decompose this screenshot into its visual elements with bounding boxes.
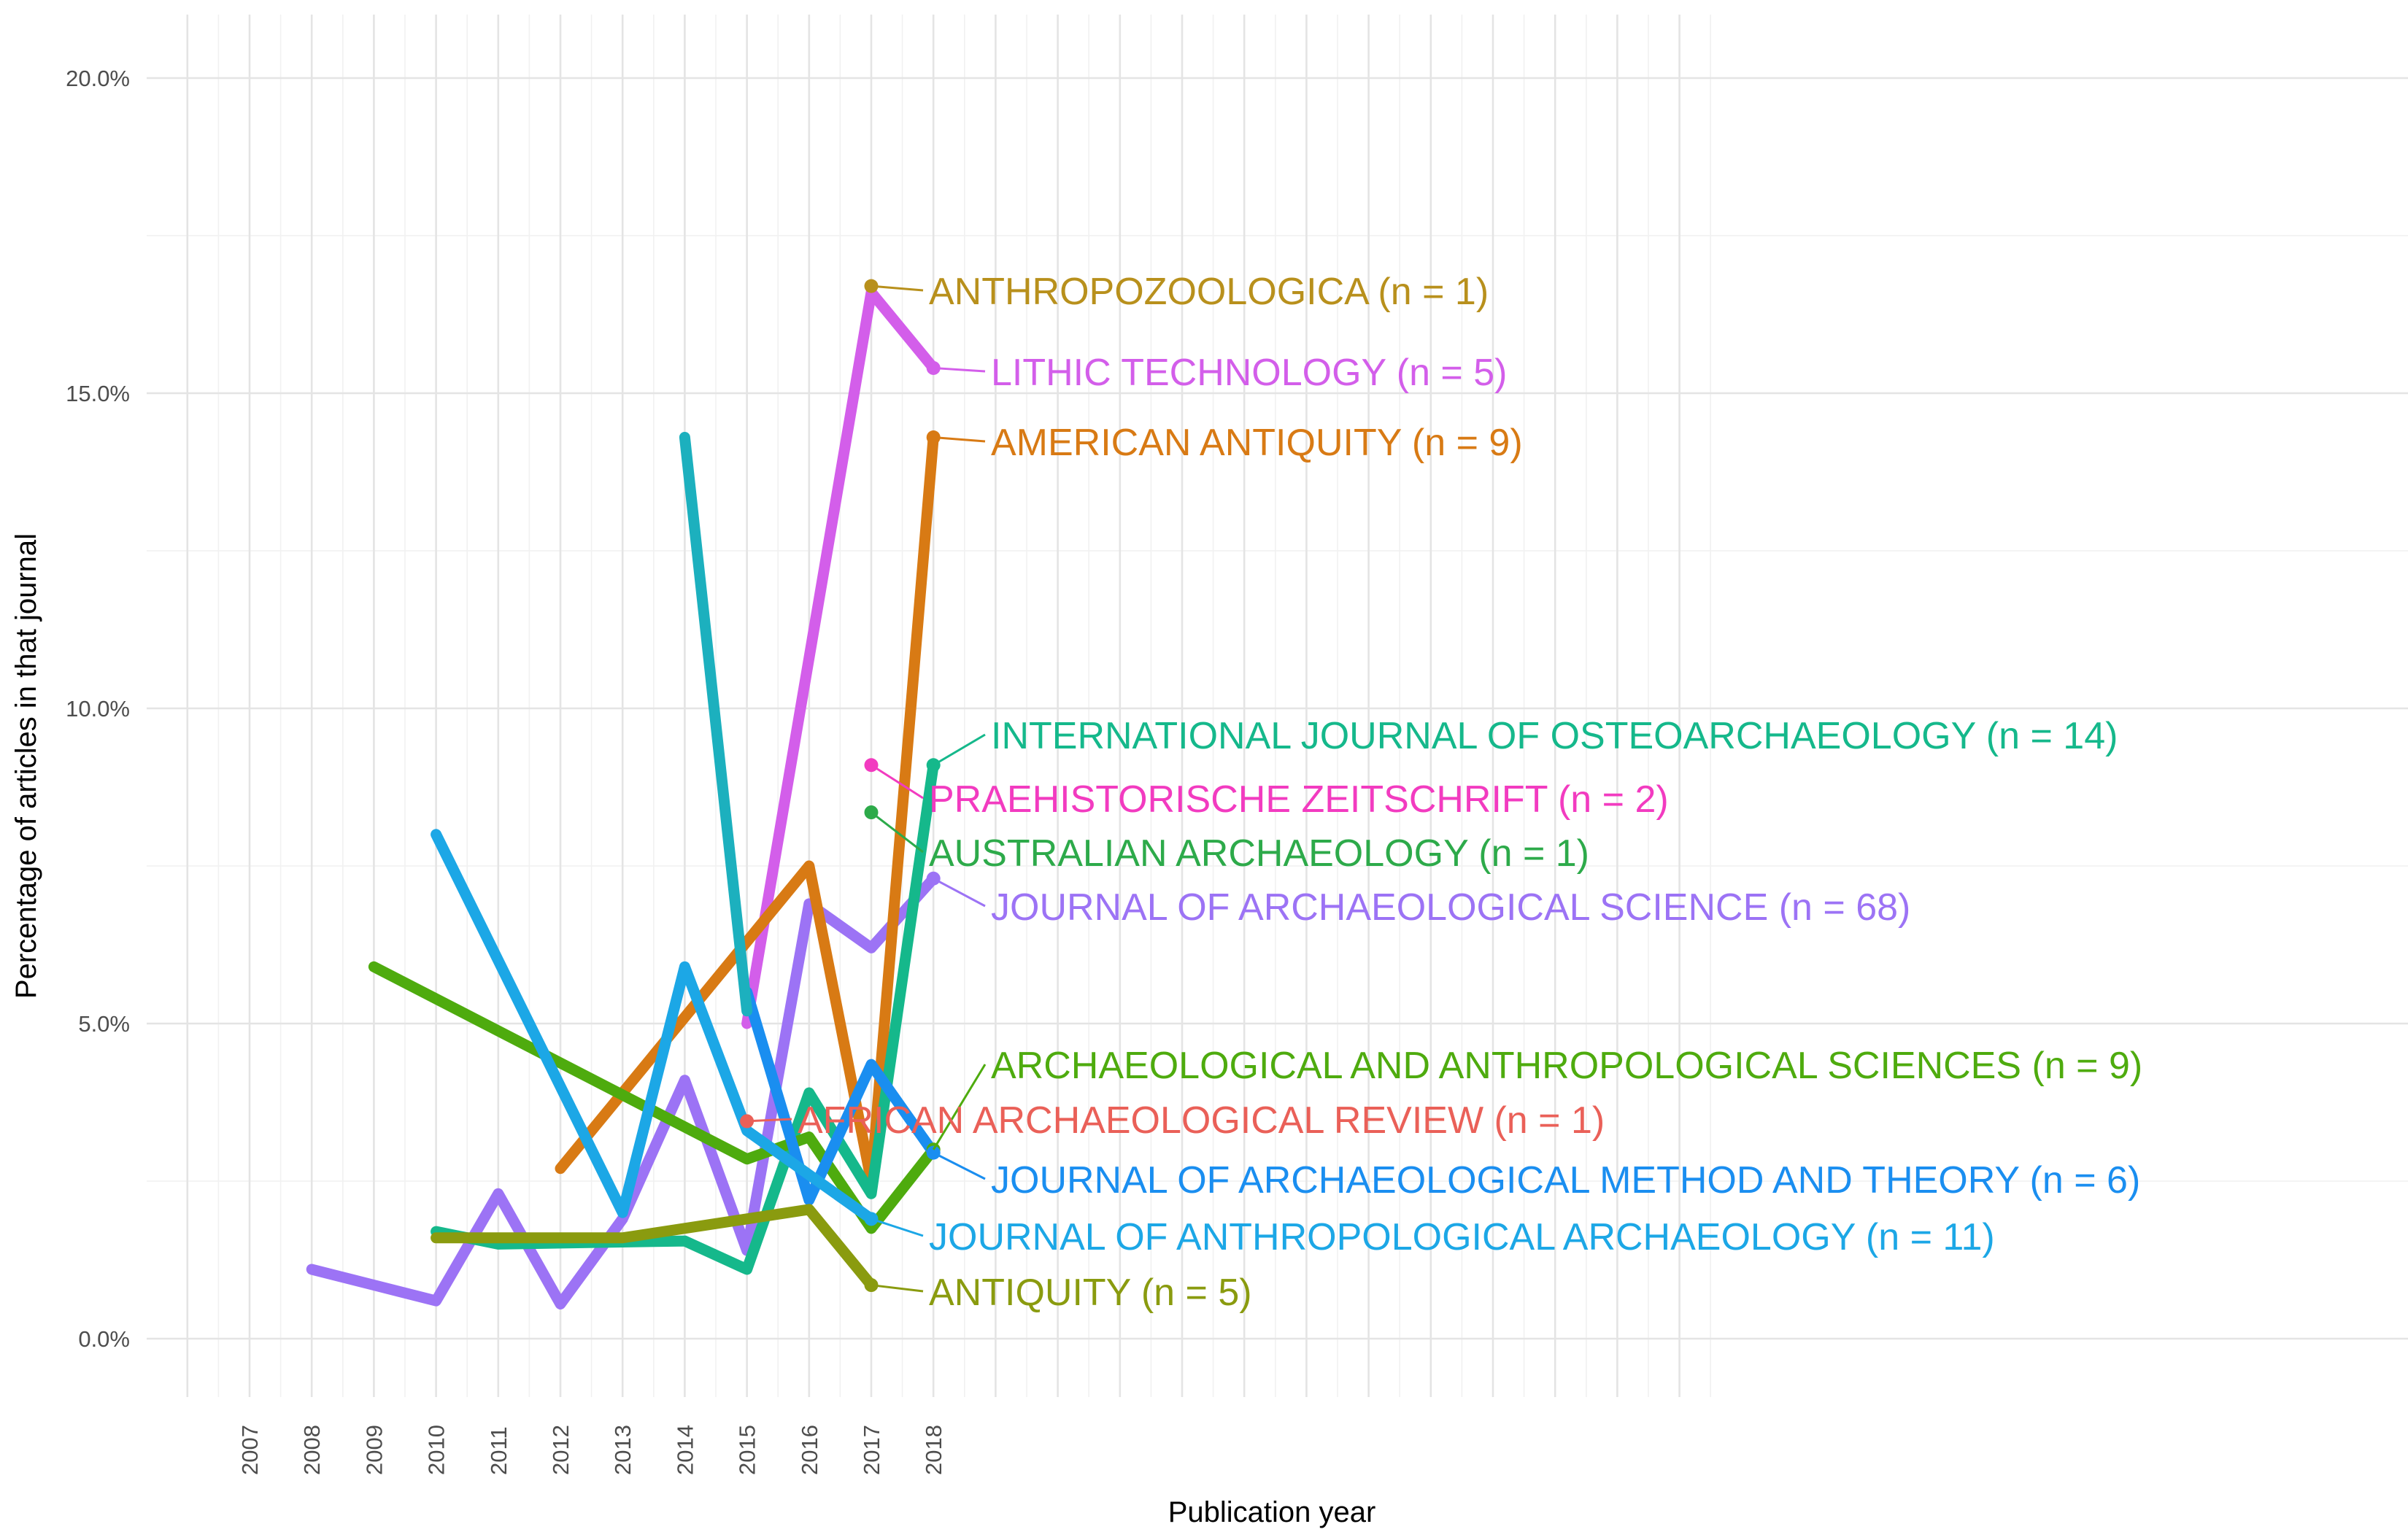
series-label: JOURNAL OF ANTHROPOLOGICAL ARCHAEOLOGY (… <box>929 1216 1995 1258</box>
x-tick-label: 2012 <box>548 1425 574 1475</box>
series-label: ARCHAEOLOGICAL AND ANTHROPOLOGICAL SCIEN… <box>991 1045 2142 1087</box>
label-leader-line <box>871 1284 924 1293</box>
series-label: JOURNAL OF ARCHAEOLOGICAL SCIENCE (n = 6… <box>991 886 1910 929</box>
y-tick-label: 5.0% <box>78 1011 130 1037</box>
series-line <box>368 961 939 1234</box>
y-tick-label: 15.0% <box>66 381 130 406</box>
series-label: INTERNATIONAL JOURNAL OF OSTEOARCHAEOLOG… <box>991 715 2118 757</box>
series-line <box>679 431 753 1017</box>
label-leader-line <box>932 1064 987 1150</box>
x-tick-label: 2017 <box>859 1425 884 1475</box>
series-label: ANTHROPOZOOLOGICA (n = 1) <box>929 271 1489 313</box>
series-labels: JOURNAL OF ARCHAEOLOGICAL SCIENCE (n = 6… <box>798 271 2142 1314</box>
x-tick-labels: 2007 2008 2009 2010 2011 2012 2013 2014 2015 2016… <box>237 1425 946 1475</box>
label-leader-line <box>871 811 924 854</box>
x-tick-label: 2013 <box>610 1425 636 1475</box>
label-leader-line <box>933 366 986 373</box>
series-line <box>431 1204 877 1291</box>
series-line <box>431 759 939 1275</box>
y-axis-title: Percentage of articles in that journal <box>10 533 42 999</box>
y-tick-labels: 0.0% 5.0% 10.0% 15.0% 20.0% <box>66 66 130 1352</box>
label-leaders <box>746 285 987 1293</box>
label-leader-line <box>933 877 986 908</box>
series-label: AMERICAN ANTIQUITY (n = 9) <box>991 422 1523 464</box>
x-axis-title: Publication year <box>1168 1496 1376 1528</box>
series-line <box>431 829 877 1225</box>
label-leader-line <box>933 733 986 767</box>
x-tick-label: 2008 <box>299 1425 325 1475</box>
y-tick-label: 0.0% <box>78 1326 130 1352</box>
series-label: PRAEHISTORISCHE ZEITSCHRIFT (n = 2) <box>929 778 1669 821</box>
x-tick-label: 2016 <box>797 1425 822 1475</box>
x-tick-label: 2015 <box>735 1425 760 1475</box>
label-leader-line <box>871 1218 924 1237</box>
series-label: AFRICAN ARCHAEOLOGICAL REVIEW (n = 1) <box>798 1099 1605 1142</box>
series-line <box>306 873 939 1309</box>
x-tick-label: 2007 <box>237 1425 263 1475</box>
label-leader-line <box>746 1118 792 1123</box>
series-label: JOURNAL OF ARCHAEOLOGICAL METHOD AND THE… <box>991 1159 2140 1202</box>
minor-gridlines <box>147 15 2408 1397</box>
series-label: LITHIC TECHNOLOGY (n = 5) <box>991 352 1507 394</box>
series-line <box>741 986 939 1206</box>
series-label: AUSTRALIAN ARCHAEOLOGY (n = 1) <box>929 832 1589 875</box>
label-leader-line <box>933 1151 986 1180</box>
label-leader-line <box>933 436 986 443</box>
y-tick-label: 10.0% <box>66 696 130 721</box>
series-label: ANTIQUITY (n = 5) <box>929 1272 1252 1314</box>
y-tick-label: 20.0% <box>66 66 130 91</box>
x-tick-label: 2009 <box>361 1425 387 1475</box>
label-leader-line <box>871 285 924 292</box>
label-leader-line <box>871 764 924 800</box>
x-tick-label: 2018 <box>921 1425 946 1475</box>
x-tick-label: 2014 <box>672 1425 698 1475</box>
x-tick-label: 2010 <box>424 1425 449 1475</box>
x-tick-label: 2011 <box>486 1426 512 1475</box>
series-line <box>555 431 939 1187</box>
